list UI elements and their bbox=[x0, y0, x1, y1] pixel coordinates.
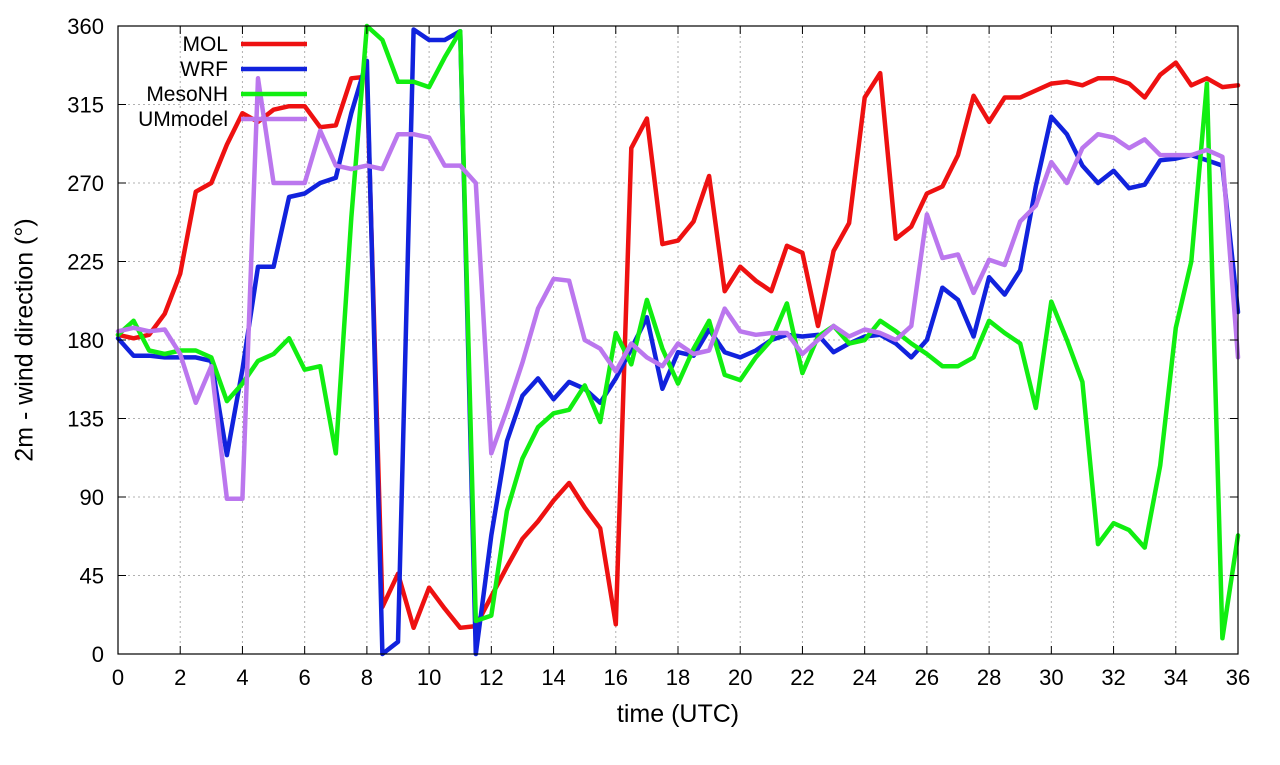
tick-labels: 0 2 4 6 8 10 12 14 16 18 20 22 24 26 28 30 32 34 360459013… bbox=[67, 14, 1250, 690]
y-tick-label: 225 bbox=[67, 250, 104, 275]
x-tick-label: 32 bbox=[1101, 665, 1125, 690]
x-tick-label: 18 bbox=[666, 665, 690, 690]
y-tick-label: 180 bbox=[67, 328, 104, 353]
series-line-ummodel bbox=[115, 76, 1241, 501]
x-tick-label: 22 bbox=[790, 665, 814, 690]
series-line-mol bbox=[115, 60, 1241, 631]
y-tick-label: 90 bbox=[80, 485, 104, 510]
x-tick-label: 12 bbox=[479, 665, 503, 690]
y-tick-label: 360 bbox=[67, 14, 104, 39]
x-tick-label: 10 bbox=[417, 665, 441, 690]
y-tick-label: 0 bbox=[92, 642, 104, 667]
series-lines bbox=[115, 23, 1241, 657]
series-line-wrf bbox=[115, 27, 1241, 657]
x-tick-label: 26 bbox=[915, 665, 939, 690]
x-tick-label: 4 bbox=[236, 665, 248, 690]
x-tick-label: 20 bbox=[728, 665, 752, 690]
x-tick-label: 34 bbox=[1164, 665, 1188, 690]
series-line-mesonh bbox=[115, 23, 1241, 641]
axis-ticks bbox=[117, 25, 1239, 655]
x-tick-label: 6 bbox=[299, 665, 311, 690]
y-tick-label: 45 bbox=[80, 564, 104, 589]
legend-label-ummodel: UMmodel bbox=[138, 108, 228, 131]
x-tick-label: 30 bbox=[1039, 665, 1063, 690]
y-tick-label: 270 bbox=[67, 171, 104, 196]
x-tick-label: 24 bbox=[852, 665, 876, 690]
x-axis-label: time (UTC) bbox=[617, 700, 739, 728]
x-tick-label: 16 bbox=[604, 665, 628, 690]
legend-label-mol: MOL bbox=[182, 33, 228, 56]
x-tick-label: 0 bbox=[112, 665, 124, 690]
x-tick-label: 14 bbox=[541, 665, 565, 690]
x-tick-label: 2 bbox=[174, 665, 186, 690]
x-tick-label: 36 bbox=[1226, 665, 1250, 690]
y-axis-label: 2m - wind direction (°) bbox=[11, 218, 39, 461]
legend-label-wrf: WRF bbox=[180, 58, 228, 81]
y-tick-label: 315 bbox=[67, 93, 104, 118]
legend-label-mesonh: MesoNH bbox=[146, 83, 228, 106]
x-tick-label: 28 bbox=[977, 665, 1001, 690]
y-tick-label: 135 bbox=[67, 407, 104, 432]
x-tick-label: 8 bbox=[361, 665, 373, 690]
